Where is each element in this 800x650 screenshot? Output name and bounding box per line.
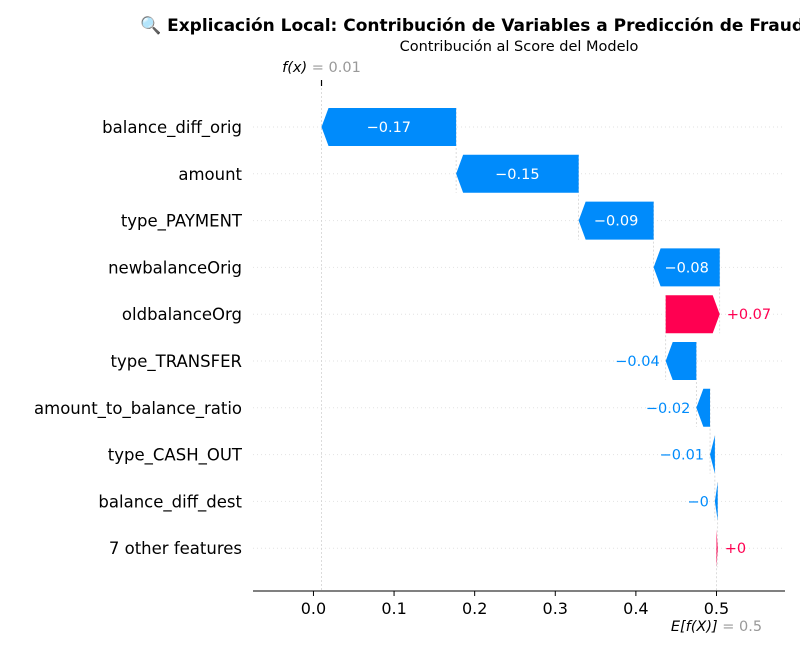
contribution-bar xyxy=(653,248,720,287)
base-label: E[f(X)] xyxy=(671,619,718,635)
x-tick-label: 0.1 xyxy=(381,599,406,618)
x-tick-label: 0.0 xyxy=(301,599,326,618)
contribution-bar xyxy=(714,482,718,521)
contribution-bar xyxy=(665,342,697,380)
base-value: = 0.5 xyxy=(718,619,762,635)
feature-label: type_TRANSFER xyxy=(111,352,242,372)
value-label: −0 xyxy=(687,494,708,510)
value-label: −0.17 xyxy=(367,120,411,136)
value-label: −0.02 xyxy=(646,401,690,417)
contribution-bar xyxy=(456,154,579,193)
value-label: −0.15 xyxy=(495,167,539,183)
connector-lines xyxy=(321,80,721,591)
contribution-bar xyxy=(710,435,715,474)
contribution-bar xyxy=(665,295,720,334)
output-value-annotation: f(x) = 0.01 xyxy=(282,60,361,86)
value-label: −0.01 xyxy=(660,448,704,464)
value-label: −0.04 xyxy=(615,354,659,370)
value-label: +0.07 xyxy=(727,307,771,323)
output-value: = 0.01 xyxy=(307,60,361,76)
output-value-label: f(x) = 0.01 xyxy=(282,60,361,76)
base-value-annotation: E[f(X)] = 0.5 xyxy=(671,591,762,635)
contribution-bars: −0.17 −0.15 −0.09 −0.08 +0.07 −0.04 −0.02 −0.01… xyxy=(321,108,771,568)
contribution-bar xyxy=(696,388,711,427)
feature-label: type_CASH_OUT xyxy=(108,446,243,466)
feature-label: amount xyxy=(178,165,242,184)
feature-label: 7 other features xyxy=(109,539,242,558)
x-tick-label: 0.2 xyxy=(462,599,487,618)
output-label: f(x) xyxy=(282,60,307,76)
feature-label: oldbalanceOrg xyxy=(122,305,242,324)
feature-label: amount_to_balance_ratio xyxy=(34,399,242,419)
value-label: −0.09 xyxy=(594,214,638,230)
x-tick-label: 0.5 xyxy=(704,599,729,618)
contribution-bar xyxy=(716,529,718,568)
chart-title: 🔍 Explicación Local: Contribución de Var… xyxy=(140,14,800,36)
feature-label: newbalanceOrig xyxy=(108,258,242,277)
base-value-label: E[f(X)] = 0.5 xyxy=(671,619,762,635)
chart-subtitle: Contribución al Score del Modelo xyxy=(400,39,639,55)
contribution-bar xyxy=(321,108,457,146)
value-label: −0.08 xyxy=(664,260,708,276)
feature-label: balance_diff_orig xyxy=(102,118,242,138)
value-label: +0 xyxy=(725,541,746,557)
x-tick-label: 0.3 xyxy=(543,599,568,618)
contribution-bar xyxy=(578,201,654,240)
feature-label: type_PAYMENT xyxy=(121,212,243,232)
x-axis: 0.0 0.1 0.2 0.3 0.4 0.5 xyxy=(253,590,785,618)
feature-label: balance_diff_dest xyxy=(98,492,242,512)
x-tick-label: 0.4 xyxy=(623,599,648,618)
